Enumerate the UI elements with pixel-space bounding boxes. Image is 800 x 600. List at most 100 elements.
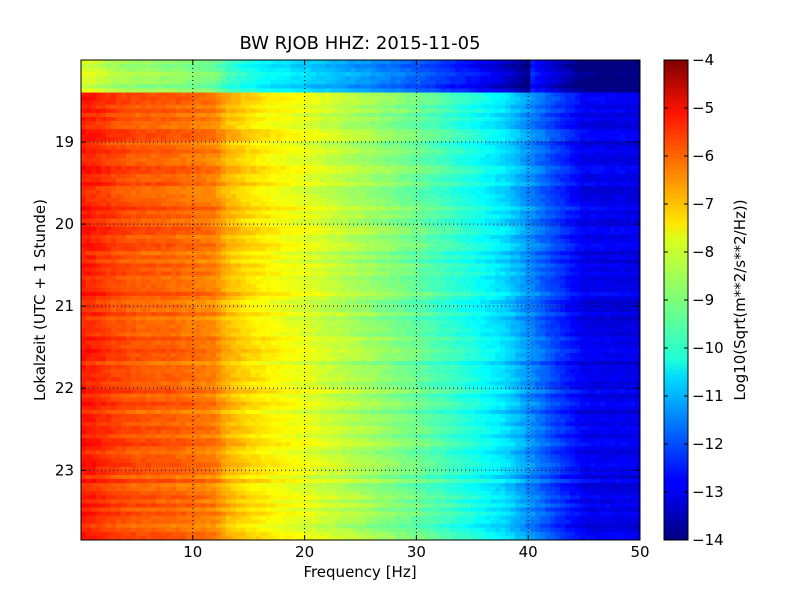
heatmap-cell <box>340 121 347 126</box>
heatmap-cell <box>205 149 212 155</box>
heatmap-cell <box>335 153 342 159</box>
heatmap-cell <box>335 194 342 199</box>
heatmap-cell <box>300 206 307 212</box>
heatmap-cell <box>140 108 147 114</box>
heatmap-cell <box>440 88 446 94</box>
heatmap-cell <box>290 116 297 122</box>
heatmap-cell <box>435 96 441 102</box>
heatmap-cell <box>245 161 252 167</box>
heatmap-cell <box>295 141 302 147</box>
heatmap-cell <box>460 165 466 171</box>
heatmap-cell <box>295 60 302 65</box>
heatmap-cell <box>150 104 157 110</box>
heatmap-cell <box>200 186 207 191</box>
heatmap-cell <box>440 161 446 167</box>
heatmap-cell <box>450 234 456 240</box>
heatmap-cell <box>135 186 142 191</box>
heatmap-cell <box>635 177 640 183</box>
heatmap-cell <box>85 173 92 179</box>
heatmap-cell <box>270 186 277 191</box>
heatmap-cell <box>130 153 137 159</box>
heatmap-cell <box>480 173 486 179</box>
heatmap-cell <box>445 149 451 155</box>
heatmap-cell <box>310 84 317 90</box>
heatmap-cell <box>540 194 546 199</box>
heatmap-cell <box>405 92 412 98</box>
heatmap-cell <box>575 194 581 199</box>
heatmap-cell <box>185 149 192 155</box>
heatmap-cell <box>210 100 217 106</box>
heatmap-cell <box>255 145 262 151</box>
heatmap-cell <box>445 125 451 130</box>
heatmap-cell <box>165 198 172 203</box>
heatmap-cell <box>325 177 332 183</box>
heatmap-cell <box>310 230 317 236</box>
heatmap-cell <box>600 104 606 110</box>
heatmap-cell <box>610 60 616 65</box>
heatmap-cell <box>105 100 112 106</box>
heatmap-cell <box>360 238 367 244</box>
heatmap-cell <box>160 173 167 179</box>
heatmap-cell <box>580 116 586 122</box>
heatmap-cell <box>155 177 162 183</box>
heatmap-cell <box>575 137 581 142</box>
heatmap-cell <box>320 149 327 155</box>
heatmap-cell <box>315 202 322 208</box>
heatmap-cell <box>90 202 97 208</box>
heatmap-cell <box>560 226 566 232</box>
heatmap-cell <box>245 218 252 224</box>
heatmap-cell <box>330 202 337 208</box>
heatmap-cell <box>380 186 387 191</box>
heatmap-cell <box>455 173 461 179</box>
heatmap-cell <box>435 64 441 69</box>
heatmap-cell <box>115 169 122 175</box>
heatmap-cell <box>555 190 561 195</box>
heatmap-cell <box>280 238 287 244</box>
heatmap-cell <box>595 104 601 110</box>
heatmap-cell <box>125 72 132 77</box>
heatmap-cell <box>370 202 377 208</box>
heatmap-cell <box>145 80 152 86</box>
heatmap-cell <box>370 108 377 114</box>
heatmap-cell <box>230 177 237 183</box>
heatmap-cell <box>355 80 362 86</box>
heatmap-cell <box>210 157 217 163</box>
heatmap-cell <box>480 194 486 199</box>
heatmap-cell <box>595 198 601 203</box>
heatmap-cell <box>280 186 287 191</box>
heatmap-cell <box>405 129 412 134</box>
heatmap-cell <box>290 96 297 102</box>
heatmap-cell <box>320 157 327 163</box>
heatmap-cell <box>170 153 177 159</box>
heatmap-cell <box>540 76 546 81</box>
heatmap-cell <box>100 194 107 199</box>
heatmap-cell <box>415 137 421 142</box>
heatmap-cell <box>135 198 142 203</box>
heatmap-cell <box>425 222 431 228</box>
heatmap-cell <box>195 165 202 171</box>
heatmap-cell <box>320 96 327 102</box>
heatmap-cell <box>265 100 272 106</box>
heatmap-cell <box>515 194 521 199</box>
heatmap-cell <box>515 145 521 151</box>
heatmap-cell <box>590 194 596 199</box>
heatmap-cell <box>515 64 521 69</box>
heatmap-cell <box>275 80 282 86</box>
heatmap-cell <box>180 64 187 69</box>
heatmap-cell <box>510 157 516 163</box>
heatmap-cell <box>575 173 581 179</box>
heatmap-cell <box>81 129 87 134</box>
heatmap-cell <box>315 125 322 130</box>
heatmap-cell <box>100 137 107 142</box>
heatmap-cell <box>470 68 476 73</box>
heatmap-cell <box>125 92 132 98</box>
heatmap-cell <box>340 161 347 167</box>
heatmap-cell <box>390 222 397 228</box>
heatmap-cell <box>225 92 232 98</box>
heatmap-cell <box>275 194 282 199</box>
heatmap-cell <box>310 226 317 232</box>
heatmap-cell <box>565 104 571 110</box>
heatmap-cell <box>615 76 621 81</box>
heatmap-cell <box>130 100 137 106</box>
heatmap-cell <box>420 206 426 212</box>
